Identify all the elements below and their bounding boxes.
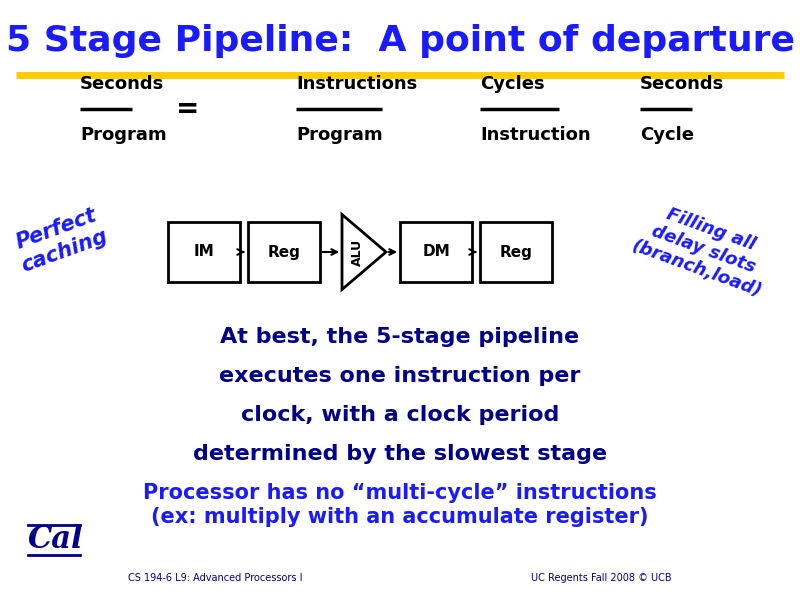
Text: clock, with a clock period: clock, with a clock period bbox=[241, 405, 559, 425]
Bar bbox=[168, 222, 240, 282]
Text: Instructions: Instructions bbox=[296, 75, 418, 93]
Text: Seconds: Seconds bbox=[640, 75, 724, 93]
Text: Reg: Reg bbox=[499, 245, 533, 259]
Text: Cal: Cal bbox=[28, 524, 84, 556]
Text: CS 194-6 L9: Advanced Processors I: CS 194-6 L9: Advanced Processors I bbox=[128, 573, 302, 583]
Bar bbox=[480, 222, 552, 282]
Text: 5 Stage Pipeline:  A point of departure: 5 Stage Pipeline: A point of departure bbox=[6, 24, 794, 58]
Text: executes one instruction per: executes one instruction per bbox=[219, 366, 581, 386]
Text: Reg: Reg bbox=[267, 245, 301, 259]
Polygon shape bbox=[342, 214, 386, 289]
Text: (ex: multiply with an accumulate register): (ex: multiply with an accumulate registe… bbox=[151, 507, 649, 527]
Text: UC Regents Fall 2008 © UCB: UC Regents Fall 2008 © UCB bbox=[531, 573, 672, 583]
Text: ALU: ALU bbox=[351, 238, 364, 266]
Text: Filling all
delay slots
(branch,load): Filling all delay slots (branch,load) bbox=[630, 197, 778, 301]
Text: determined by the slowest stage: determined by the slowest stage bbox=[193, 444, 607, 464]
Text: IM: IM bbox=[194, 245, 214, 259]
Text: Cycle: Cycle bbox=[640, 126, 694, 144]
Bar bbox=[248, 222, 320, 282]
Text: Seconds: Seconds bbox=[80, 75, 164, 93]
Text: Cycles: Cycles bbox=[480, 75, 545, 93]
Text: =: = bbox=[176, 95, 200, 123]
Text: At best, the 5-stage pipeline: At best, the 5-stage pipeline bbox=[221, 327, 579, 347]
Text: Instruction: Instruction bbox=[480, 126, 590, 144]
Text: Program: Program bbox=[80, 126, 166, 144]
Text: Perfect
caching: Perfect caching bbox=[10, 204, 110, 276]
Bar bbox=[400, 222, 472, 282]
Text: Processor has no “multi-cycle” instructions: Processor has no “multi-cycle” instructi… bbox=[143, 483, 657, 503]
Text: DM: DM bbox=[422, 245, 450, 259]
Text: Program: Program bbox=[296, 126, 382, 144]
